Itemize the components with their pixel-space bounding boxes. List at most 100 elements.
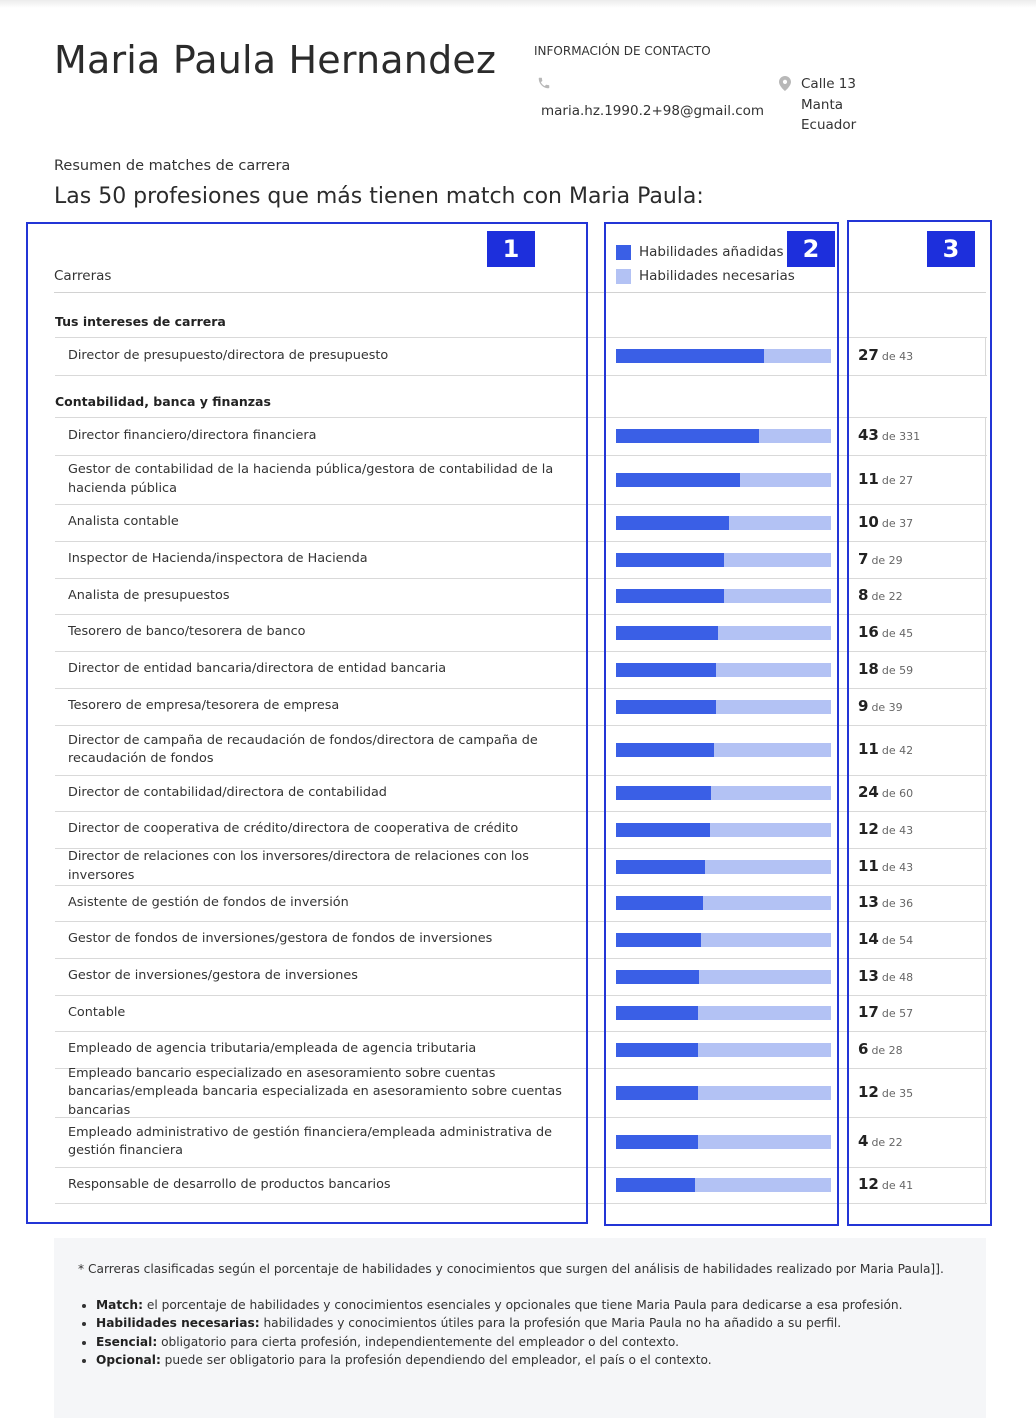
career-name: Responsable de desarrollo de productos b… [68,1176,391,1192]
definition-text: habilidades y conocimientos útiles para … [259,1316,842,1331]
career-name: Tesorero de empresa/tesorera de empresa [68,698,340,714]
annotation-box-bars [604,222,839,1226]
email-text: maria.hz.1990.2+98@gmail.com [541,103,765,119]
legend-needed-label: Habilidades necesarias [639,268,795,284]
section-title: Tus intereses de carrera [55,314,226,329]
skill-count: 24 de 60 [858,783,913,801]
skills-total-count: de 60 [881,787,914,800]
match-bar-fill [616,1043,698,1057]
career-name: Gestor de contabilidad de la hacienda pú… [68,462,554,496]
match-bar-fill [616,786,711,800]
skill-count: 12 de 41 [858,1175,913,1193]
legend-needed: Habilidades necesarias [616,268,795,284]
match-bar-fill [616,1135,698,1149]
row-divider [55,1031,987,1032]
match-bar-fill [616,970,699,984]
career-name: Tesorero de banco/tesorera de banco [68,624,306,640]
career-row: Director de presupuesto/directora de pre… [55,337,987,376]
career-row: Empleado de agencia tributaria/empleada … [55,1031,987,1069]
skills-added-count: 9 [858,697,869,715]
match-bar-fill [616,589,724,603]
skills-added-count: 11 [858,470,879,488]
row-divider [55,578,987,579]
match-bar-fill [616,933,701,947]
match-bar-fill [616,516,729,530]
match-bar [616,626,831,640]
location-pin-icon [779,76,791,91]
skills-added-count: 13 [858,893,879,911]
skills-added-count: 43 [858,426,879,444]
row-divider [55,614,987,615]
profile-name: Maria Paula Hernandez [54,38,497,82]
skills-added-count: 16 [858,623,879,641]
career-name: Director de entidad bancaria/directora d… [68,661,447,677]
row-divider [55,417,987,418]
match-bar-fill [616,1178,695,1192]
definition-text: obligatorio para cierta profesión, indep… [157,1334,679,1349]
skills-added-count: 11 [858,857,879,875]
skills-total-count: de 43 [881,824,914,837]
skills-total-count: de 331 [881,430,921,443]
row-divider [55,775,987,776]
phone-icon [538,77,550,89]
career-name: Empleado bancario especializado en aseso… [68,1065,562,1118]
career-row: Gestor de inversiones/gestora de inversi… [55,958,987,996]
match-bar-fill [616,860,706,874]
match-bar-fill [616,896,704,910]
career-row: Empleado bancario especializado en aseso… [55,1065,987,1118]
career-row: Director de relaciones con los inversore… [55,848,987,886]
definition-text: puede ser obligatorio para la profesión … [160,1352,712,1367]
match-bar [616,663,831,677]
skills-total-count: de 37 [881,517,914,530]
match-bar-fill [616,663,716,677]
skills-total-count: de 59 [881,664,914,677]
career-name: Gestor de inversiones/gestora de inversi… [68,968,358,984]
footer-notes: * Carreras clasificadas según el porcent… [54,1238,986,1418]
skill-count: 13 de 48 [858,967,913,985]
skill-count: 11 de 27 [858,470,913,488]
skill-count: 11 de 43 [858,857,913,875]
definition-term: Opcional: [96,1352,161,1367]
row-divider [55,504,987,505]
career-row: Gestor de contabilidad de la hacienda pú… [55,455,987,505]
skill-count: 17 de 57 [858,1003,913,1021]
career-row: Director de contabilidad/directora de co… [55,775,987,812]
career-name: Contable [68,1004,126,1020]
skills-added-count: 13 [858,967,879,985]
address-block: Calle 13 Manta Ecuador [801,74,856,136]
skill-count: 18 de 59 [858,660,913,678]
match-bar [616,933,831,947]
annotation-badge: 2 [787,231,835,267]
skill-count: 9 de 39 [858,697,903,715]
skills-total-count: de 36 [881,897,914,910]
career-row: Director financiero/directora financiera… [55,417,987,456]
row-divider [55,1068,987,1069]
header-divider [54,292,986,293]
summary-title: Las 50 profesiones que más tienen match … [54,184,704,209]
match-bar [616,1135,831,1149]
match-bar [616,1006,831,1020]
definition-item: Esencial: obligatorio para cierta profes… [96,1333,903,1351]
match-bar-fill [616,626,719,640]
legend-added-label: Habilidades añadidas [639,244,784,260]
career-row: Responsable de desarrollo de productos b… [55,1167,987,1204]
row-divider [55,885,987,886]
top-shadow [0,0,1036,8]
match-bar [616,473,831,487]
definition-text: el porcentaje de habilidades y conocimie… [142,1298,903,1312]
match-bar [616,516,831,530]
skills-total-count: de 35 [881,1087,914,1100]
row-divider [55,541,987,542]
match-bar [616,1043,831,1057]
skills-added-count: 12 [858,1175,879,1193]
career-name: Analista contable [68,514,179,530]
skills-total-count: de 41 [881,1179,914,1192]
career-name: Director financiero/directora financiera [68,427,317,443]
skills-total-count: de 43 [881,861,914,874]
match-bar [616,896,831,910]
skills-added-count: 18 [858,660,879,678]
definition-term: Habilidades necesarias: [96,1316,260,1331]
career-row: Tesorero de empresa/tesorera de empresa 9… [55,688,987,726]
definition-item: Habilidades necesarias: habilidades y co… [96,1314,903,1332]
skill-count: 12 de 35 [858,1083,913,1101]
